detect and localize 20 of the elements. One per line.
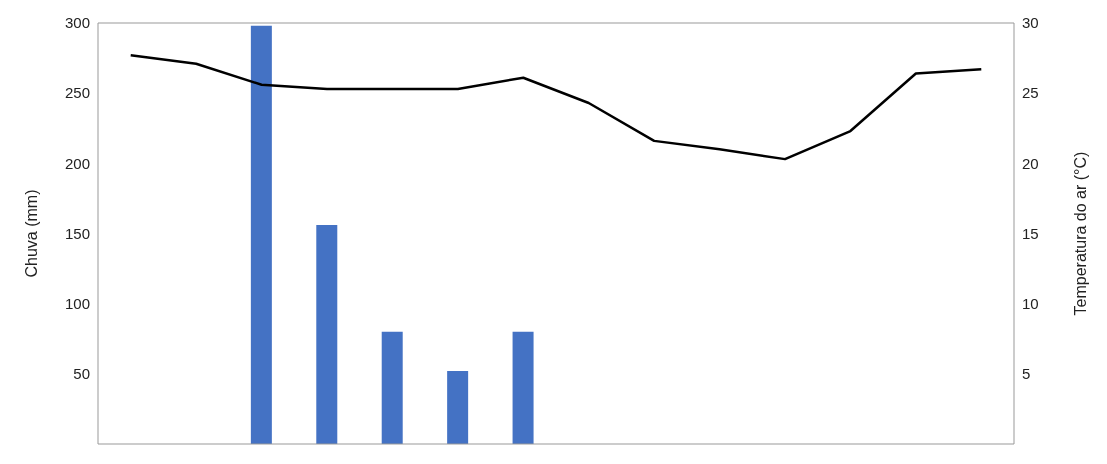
y2-tick-label: 25 — [1022, 84, 1039, 102]
y2-tick-label: 30 — [1022, 14, 1039, 32]
y-tick-label: 100 — [64, 294, 90, 312]
y-tick-label: 50 — [73, 365, 90, 383]
bar — [512, 331, 534, 444]
y-tick-label: 300 — [64, 14, 90, 32]
y-tick-label: 150 — [64, 224, 90, 242]
y2-tick-label: 5 — [1022, 365, 1031, 383]
y2-axis-title: Temperatura do ar (°C) — [1071, 151, 1089, 316]
bar — [381, 331, 403, 444]
y-tick-label: 250 — [64, 84, 90, 102]
y2-tick-label: 20 — [1022, 154, 1039, 172]
y-tick-label: 200 — [64, 154, 90, 172]
bar — [316, 225, 338, 444]
y2-tick-label: 15 — [1022, 224, 1039, 242]
line-series — [129, 54, 983, 161]
y2-tick-label: 10 — [1022, 294, 1039, 312]
bar — [250, 25, 272, 444]
y-axis-title: Chuva (mm) — [22, 189, 40, 278]
bar — [447, 371, 469, 444]
